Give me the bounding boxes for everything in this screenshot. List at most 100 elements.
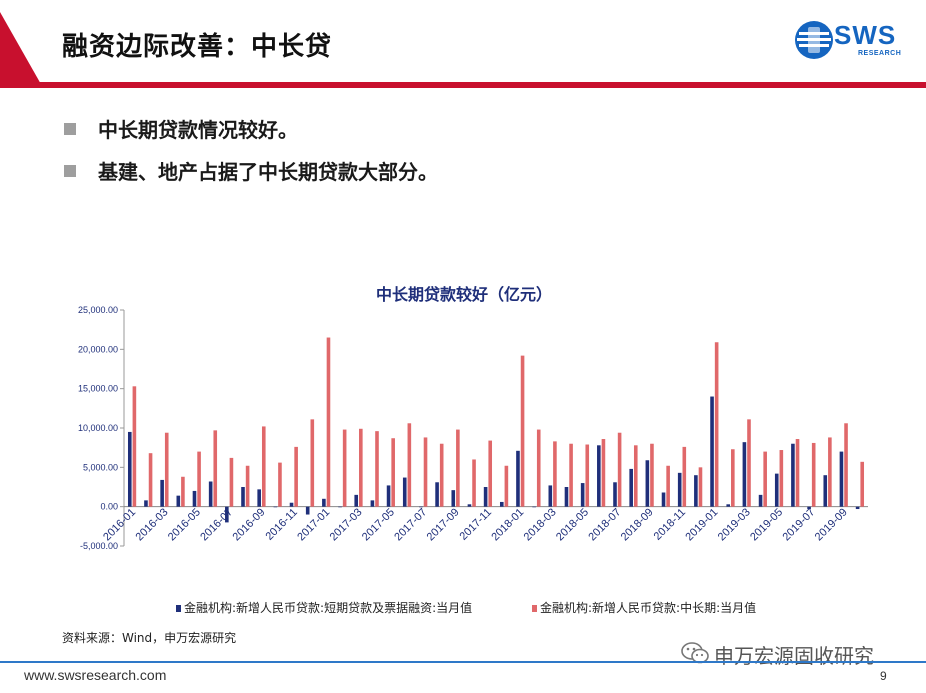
page-title: 融资边际改善：中长贷 [62,32,333,62]
footer-divider [0,661,926,663]
bar-long-term [245,465,250,507]
bar-short-term [322,498,326,507]
bar-short-term [192,490,197,507]
bar-long-term [650,443,654,507]
y-tick-label: 20,000.00 [78,344,118,354]
x-tick-label: 2016-01 [101,506,138,543]
wechat-icon [681,642,709,664]
y-tick-label: 5,000.00 [83,462,118,472]
x-tick-label: 2018-05 [554,506,591,543]
bar-long-term [617,432,622,507]
bar-long-term [633,445,638,507]
x-tick-label: 2019-03 [716,506,753,543]
bar-long-term [536,429,541,507]
y-tick-label: 10,000.00 [78,423,118,433]
logo-text: SWS [834,20,897,50]
bar-long-term [698,467,703,507]
bar-long-term [763,451,767,507]
bar-short-term [807,506,811,510]
x-tick-label: 2016-05 [166,506,203,543]
x-tick-label: 2019-05 [748,506,785,543]
x-tick-label: 2019-01 [683,506,720,543]
y-tick-label: 25,000.00 [78,305,118,315]
bar-long-term [488,440,493,507]
bar-short-term [386,485,391,507]
x-tick-label: 2017-01 [295,506,332,543]
bar-short-term [564,487,569,507]
x-tick-label: 2017-03 [328,506,365,543]
x-tick-label: 2016-09 [231,506,268,543]
bar-short-term [661,492,666,507]
bar-short-term [726,504,731,507]
x-tick-label: 2017-07 [392,506,429,543]
bar-short-term [402,477,407,507]
x-tick-label: 2018-07 [586,506,623,543]
bar-long-term [423,437,428,507]
y-tick-label: 15,000.00 [78,384,118,394]
bar-long-term [132,386,137,507]
bar-long-term [714,342,719,507]
x-tick-label: 2019-09 [813,506,850,543]
bar-short-term [289,502,294,507]
bar-short-term [354,494,359,507]
source-note: 资料来源：Wind，申万宏源研究 [62,631,237,645]
bar-long-term [294,446,298,507]
bar-long-term [181,476,185,507]
bar-long-term [148,453,153,507]
y-tick-label: 0.00 [100,502,118,512]
bar-long-term [342,429,347,507]
sws-logo: SWS RESEARCH [794,18,914,62]
x-tick-label: 2019-07 [780,506,817,543]
bar-short-term [451,490,456,507]
legend-label: 金融机构:新增人民币贷款:短期贷款及票据融资:当月值 [184,600,472,615]
bar-long-term [261,426,266,507]
bar-short-term [645,460,650,507]
bar-short-term [144,500,148,507]
bar-long-term [779,450,784,507]
bar-short-term [774,473,779,507]
bar-short-term [435,482,439,507]
x-tick-label: 2017-09 [425,506,462,543]
bar-short-term [305,506,310,515]
legend-label: 金融机构:新增人民币贷款:中长期:当月值 [540,600,756,615]
bar-long-term [456,429,460,507]
x-tick-label: 2018-01 [489,506,526,543]
chart-svg: 中长期贷款较好（亿元） -5,000.00 0.00 5,000.00 10,000.0… [78,285,868,615]
bar-long-term [731,449,735,507]
x-tick-label: 2016-11 [263,506,299,542]
legend-swatch [532,605,537,612]
bar-long-term [553,441,557,507]
bar-long-term [795,439,800,507]
bar-long-term [520,355,525,507]
bar-long-term [585,444,590,507]
bar-long-term [569,443,573,507]
x-tick-label: 2018-11 [652,506,688,542]
x-tick-label: 2017-05 [360,506,397,543]
bar-short-term [791,443,795,507]
bar-long-term [164,432,169,507]
bar-long-term [197,451,201,507]
bullet-text: 基建、地产占据了中长期贷款大部分。 [98,160,438,184]
x-tick-label: 2016-03 [134,506,171,543]
bar-long-term [359,428,363,507]
bar-short-term [758,494,763,507]
bar-short-term [580,483,585,507]
logo-globe-icon [795,21,833,59]
bar-short-term [823,475,828,507]
bar-long-term [860,461,865,507]
bar-long-term [666,465,670,507]
page-number: 9 [880,669,887,683]
bar-short-term [257,489,261,507]
bar-short-term [225,506,229,523]
bar-short-term [370,500,375,507]
bullet-text: 中长期贷款情况较好。 [98,118,298,142]
bullet-square-icon [64,165,76,177]
bar-long-term [601,439,606,507]
bar-long-term [504,465,509,507]
x-tick-label: 2018-09 [619,506,656,543]
bar-long-term [828,437,832,507]
logo-subtext: RESEARCH [858,50,902,57]
bar-long-term [682,446,687,507]
footer-url[interactable]: www.swsresearch.com [24,667,167,683]
bar-long-term [407,423,412,507]
